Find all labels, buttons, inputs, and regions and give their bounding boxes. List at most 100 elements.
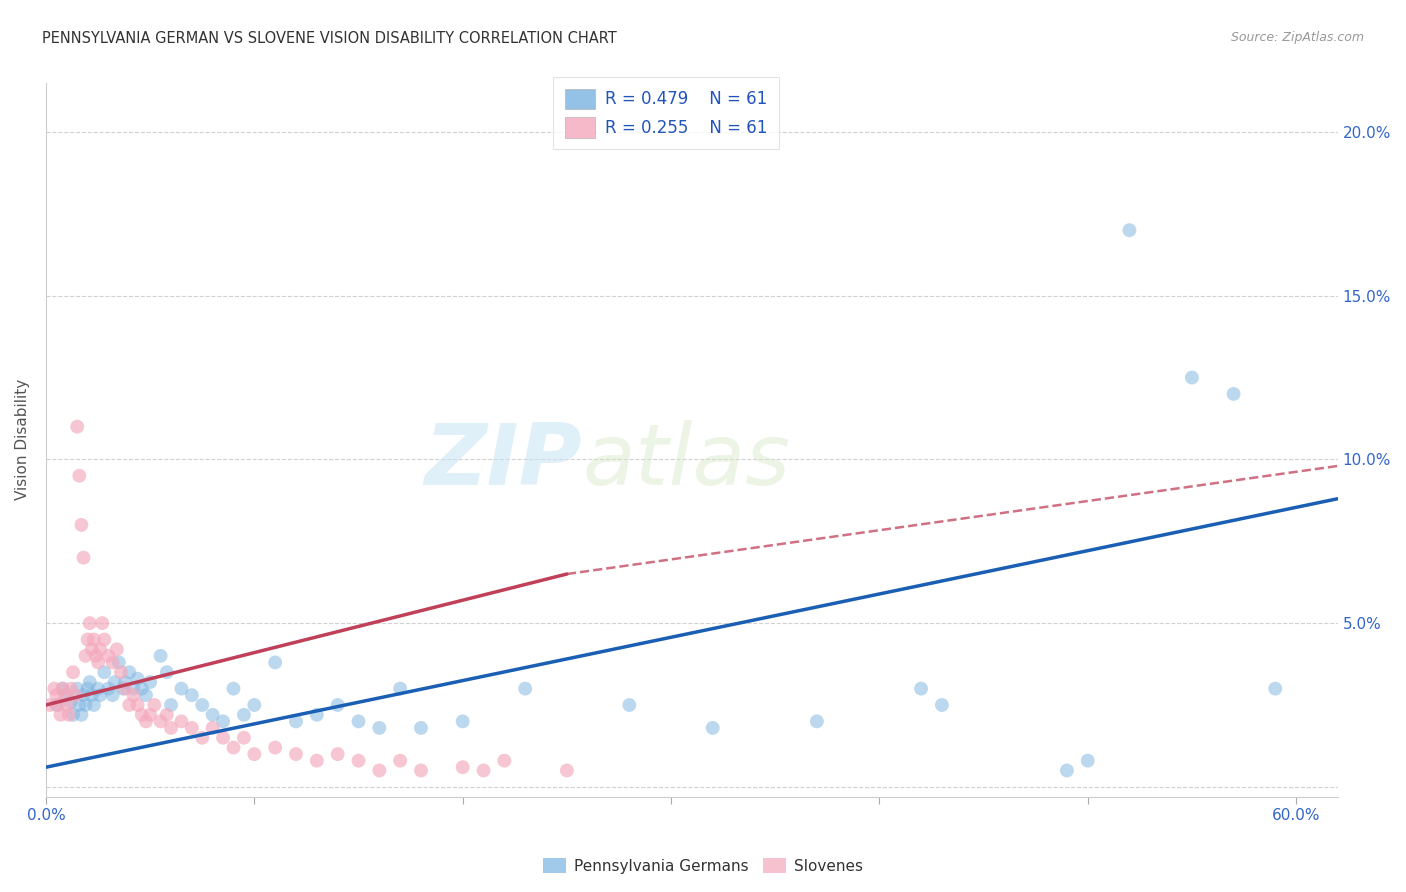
Point — [53, 688, 76, 702]
Point — [75, 698, 97, 712]
Point — [347, 754, 370, 768]
Point — [70, 707, 93, 722]
Point — [44, 681, 66, 696]
Point — [56, 688, 79, 702]
Point — [112, 681, 135, 696]
Point — [451, 714, 474, 729]
Point — [149, 648, 172, 663]
Point — [72, 550, 94, 565]
Point — [83, 698, 105, 712]
Point — [264, 656, 287, 670]
Point — [409, 764, 432, 778]
Point — [368, 721, 391, 735]
Point — [180, 688, 202, 702]
Point — [143, 698, 166, 712]
Point — [70, 517, 93, 532]
Point — [472, 764, 495, 778]
Point — [84, 648, 107, 663]
Point — [91, 616, 114, 631]
Point — [63, 688, 86, 702]
Point — [135, 688, 157, 702]
Point — [156, 665, 179, 680]
Point — [1264, 681, 1286, 696]
Point — [326, 698, 349, 712]
Point — [931, 698, 953, 712]
Point — [368, 764, 391, 778]
Point — [494, 754, 516, 768]
Point — [58, 707, 80, 722]
Point — [75, 648, 97, 663]
Point — [48, 698, 70, 712]
Point — [118, 665, 141, 680]
Point — [49, 707, 72, 722]
Point — [131, 707, 153, 722]
Point — [806, 714, 828, 729]
Point — [59, 681, 82, 696]
Point — [222, 681, 245, 696]
Point — [72, 688, 94, 702]
Point — [89, 688, 111, 702]
Point — [170, 681, 193, 696]
Legend: R = 0.479    N = 61, R = 0.255    N = 61: R = 0.479 N = 61, R = 0.255 N = 61 — [553, 77, 779, 149]
Point — [122, 681, 145, 696]
Point — [212, 731, 235, 745]
Text: ZIP: ZIP — [425, 419, 582, 503]
Point — [89, 642, 111, 657]
Point — [108, 656, 131, 670]
Point — [149, 714, 172, 729]
Point — [80, 642, 103, 657]
Point — [243, 698, 266, 712]
Point — [93, 665, 115, 680]
Point — [160, 721, 183, 735]
Point — [702, 721, 724, 735]
Point — [305, 754, 328, 768]
Point — [97, 648, 120, 663]
Point — [156, 707, 179, 722]
Point — [114, 675, 136, 690]
Point — [114, 681, 136, 696]
Point — [110, 665, 132, 680]
Legend: Pennsylvania Germans, Slovenes: Pennsylvania Germans, Slovenes — [537, 852, 869, 880]
Point — [347, 714, 370, 729]
Point — [131, 681, 153, 696]
Point — [285, 714, 308, 729]
Point — [139, 707, 162, 722]
Point — [127, 672, 149, 686]
Point — [191, 731, 214, 745]
Point — [101, 656, 124, 670]
Point — [1181, 370, 1204, 384]
Point — [191, 698, 214, 712]
Point — [45, 698, 67, 712]
Point — [93, 632, 115, 647]
Point — [1222, 387, 1244, 401]
Point — [243, 747, 266, 761]
Point — [59, 695, 82, 709]
Point — [305, 707, 328, 722]
Point — [87, 656, 110, 670]
Point — [80, 688, 103, 702]
Point — [555, 764, 578, 778]
Point — [67, 698, 90, 712]
Point — [135, 714, 157, 729]
Point — [62, 707, 84, 722]
Point — [87, 681, 110, 696]
Point — [101, 688, 124, 702]
Point — [910, 681, 932, 696]
Text: atlas: atlas — [582, 419, 790, 503]
Point — [389, 754, 412, 768]
Point — [104, 675, 127, 690]
Point — [222, 740, 245, 755]
Point — [515, 681, 537, 696]
Point — [66, 419, 89, 434]
Point — [79, 616, 101, 631]
Point — [52, 681, 75, 696]
Point — [232, 731, 254, 745]
Point — [451, 760, 474, 774]
Point — [201, 707, 224, 722]
Point — [122, 688, 145, 702]
Point — [66, 681, 89, 696]
Text: Source: ZipAtlas.com: Source: ZipAtlas.com — [1230, 31, 1364, 45]
Point — [79, 675, 101, 690]
Point — [201, 721, 224, 735]
Point — [264, 740, 287, 755]
